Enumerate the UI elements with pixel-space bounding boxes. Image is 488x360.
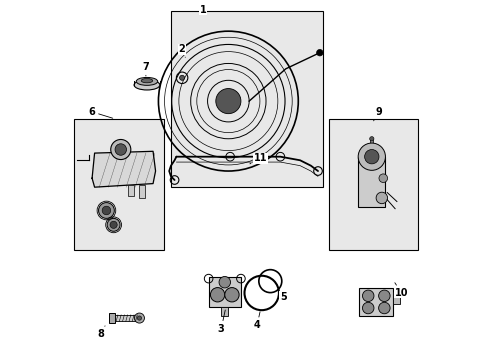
Bar [171, 12, 323, 187]
Text: 3: 3 [217, 310, 225, 334]
Polygon shape [92, 151, 155, 187]
Text: 10: 10 [394, 283, 407, 298]
Circle shape [107, 219, 120, 231]
Text: 6: 6 [88, 107, 113, 118]
Circle shape [110, 221, 117, 228]
Bar [139, 185, 145, 198]
Bar [357, 157, 385, 207]
Bar [221, 307, 228, 316]
Ellipse shape [141, 78, 152, 83]
Circle shape [378, 302, 389, 314]
Bar [109, 314, 115, 323]
Circle shape [316, 49, 323, 56]
Circle shape [179, 75, 184, 80]
Circle shape [224, 288, 239, 302]
Circle shape [110, 139, 131, 159]
Bar [392, 292, 399, 304]
Text: 1: 1 [200, 5, 206, 15]
Circle shape [137, 316, 142, 320]
Circle shape [364, 149, 378, 164]
Text: 5: 5 [277, 290, 286, 302]
Circle shape [215, 89, 241, 114]
Circle shape [219, 276, 230, 288]
Bar [74, 119, 163, 250]
Circle shape [357, 143, 385, 170]
Ellipse shape [136, 77, 158, 85]
Circle shape [115, 144, 126, 155]
Circle shape [102, 206, 110, 215]
Text: 4: 4 [253, 312, 260, 330]
Circle shape [375, 192, 387, 204]
Bar [115, 315, 138, 321]
Circle shape [362, 290, 373, 302]
Text: 2: 2 [178, 44, 185, 57]
Bar [328, 119, 418, 250]
Bar [208, 277, 241, 307]
Circle shape [369, 136, 373, 141]
Ellipse shape [134, 80, 160, 90]
Circle shape [378, 290, 389, 302]
Text: 7: 7 [142, 62, 149, 76]
Circle shape [99, 203, 114, 219]
Circle shape [134, 313, 144, 323]
Circle shape [362, 302, 373, 314]
Bar [128, 185, 134, 196]
Circle shape [378, 174, 387, 183]
Text: 9: 9 [373, 107, 382, 121]
Bar [359, 288, 392, 316]
Text: 8: 8 [97, 326, 105, 339]
Bar [369, 139, 372, 148]
Text: 11: 11 [249, 153, 267, 164]
Circle shape [210, 288, 224, 302]
